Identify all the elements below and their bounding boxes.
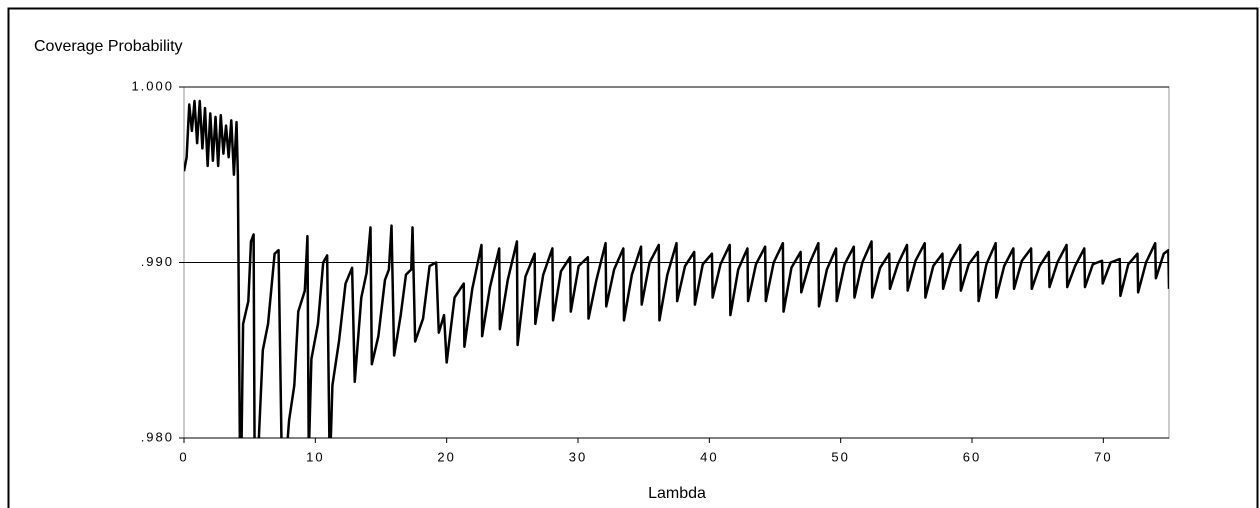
frame — [7, 7, 1259, 508]
x-tick-label: 40 — [700, 449, 718, 464]
data-line — [184, 99, 1169, 438]
y-tick-label: .980 — [141, 429, 174, 444]
y-tick-label: .990 — [141, 254, 174, 269]
x-tick-label: 50 — [831, 449, 849, 464]
x-tick-label: 10 — [306, 449, 324, 464]
x-tick-label: 0 — [179, 449, 188, 464]
x-tick-label: 20 — [437, 449, 455, 464]
x-axis-label: Lambda — [648, 485, 706, 502]
y-tick-label: 1.000 — [131, 78, 174, 93]
x-tick-label: 30 — [569, 449, 587, 464]
chart-title: Coverage Probability — [34, 38, 183, 55]
x-tick-label: 60 — [963, 449, 981, 464]
x-tick-label: 70 — [1094, 449, 1112, 464]
